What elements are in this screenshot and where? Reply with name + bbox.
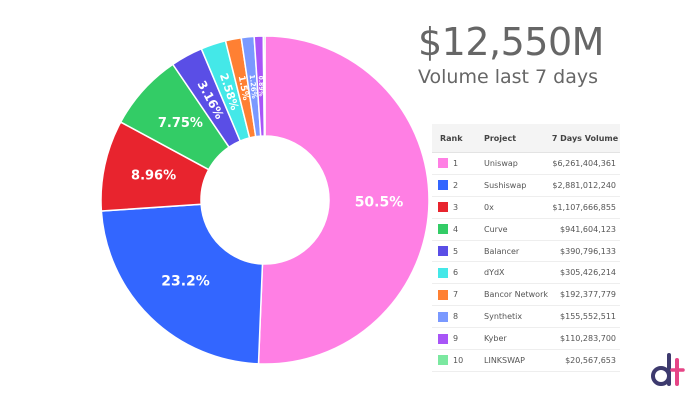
rank-number: 10 xyxy=(453,355,464,365)
table-row: 4 Curve $941,604,123 xyxy=(432,219,620,241)
volume-value: $390,796,133 xyxy=(560,246,616,256)
slice-label: 0.89% xyxy=(257,76,265,97)
slice-label: 1.5% xyxy=(236,75,251,101)
slice-label: 7.75% xyxy=(158,116,203,131)
header-rank: Rank xyxy=(440,133,463,143)
rank-cell: 5 xyxy=(432,246,484,256)
rank-number: 8 xyxy=(453,312,459,322)
rank-number: 4 xyxy=(453,224,459,234)
header-volume: 7 Days Volume xyxy=(551,133,619,143)
slice-label: 8.96% xyxy=(131,168,176,183)
table-row: 10 LINKSWAP $20,567,653 xyxy=(432,350,620,372)
table-row: 9 Kyber $110,283,700 xyxy=(432,328,620,351)
rank-cell: 4 xyxy=(432,224,484,235)
rank-number: 9 xyxy=(453,334,459,344)
volume-value: $305,426,214 xyxy=(560,268,616,278)
color-swatch xyxy=(438,246,448,256)
volume-value: $6,261,404,361 xyxy=(552,158,616,168)
rank-cell: 3 xyxy=(432,202,484,213)
header-project: Project xyxy=(484,133,517,143)
rank-number: 2 xyxy=(453,180,459,190)
project-name: Synthetix xyxy=(484,312,523,322)
volume-value: $155,552,511 xyxy=(560,312,616,322)
slice-uniswap xyxy=(257,35,430,365)
rank-cell: 1 xyxy=(432,158,484,169)
rank-number: 5 xyxy=(453,246,459,256)
color-swatch xyxy=(438,311,448,322)
rank-cell: 10 xyxy=(432,355,484,366)
rank-number: 6 xyxy=(453,268,459,278)
table-body: 1 Uniswap $6,261,404,361 2 Sushiswap $2,881,0… xyxy=(432,153,620,372)
project-name: Bancor Network xyxy=(484,290,548,300)
table-row: 8 Synthetix $155,552,511 xyxy=(432,306,620,329)
color-swatch xyxy=(438,158,448,169)
table-row: 2 Sushiswap $2,881,012,240 xyxy=(432,175,620,197)
color-swatch xyxy=(438,333,448,344)
color-swatch xyxy=(438,224,448,235)
rank-cell: 2 xyxy=(432,180,484,191)
volume-value: $2,881,012,240 xyxy=(552,180,616,190)
project-name: Uniswap xyxy=(484,158,518,168)
color-swatch xyxy=(438,355,448,366)
project-name: LINKSWAP xyxy=(484,355,525,365)
rank-cell: 6 xyxy=(432,267,484,278)
volume-value: $20,567,653 xyxy=(565,355,616,365)
color-swatch xyxy=(438,267,448,278)
color-swatch xyxy=(438,202,448,213)
total-volume: $12,550M xyxy=(418,20,604,64)
table-header: Rank Project 7 Days Volume xyxy=(432,124,620,153)
slice-label: 50.5% xyxy=(355,194,404,210)
project-name: dYdX xyxy=(484,268,505,278)
volume-value: $110,283,700 xyxy=(560,334,616,344)
ranking-table: Rank Project 7 Days Volume 1 Uniswap $6,26… xyxy=(432,124,620,372)
project-name: Curve xyxy=(484,224,508,234)
project-name: Balancer xyxy=(484,246,520,256)
rank-cell: 8 xyxy=(432,311,484,322)
slice-label: 23.2% xyxy=(161,274,210,290)
slice-sushiswap xyxy=(100,203,264,365)
color-swatch xyxy=(438,180,448,191)
donut-chart: 50.5%23.2%8.96%7.75%3.16%2.58%1.5%1.26%0… xyxy=(100,35,430,365)
rank-number: 7 xyxy=(453,290,459,300)
volume-subtitle: Volume last 7 days xyxy=(418,66,598,88)
color-swatch xyxy=(438,289,448,300)
rank-number: 1 xyxy=(453,158,459,168)
project-name: Sushiswap xyxy=(484,180,527,190)
table-row: 7 Bancor Network $192,377,779 xyxy=(432,284,620,307)
table-row: 6 dYdX $305,426,214 xyxy=(432,262,620,285)
project-name: 0x xyxy=(484,202,494,212)
slice-linkswap xyxy=(262,35,266,137)
project-name: Kyber xyxy=(484,334,507,344)
rank-cell: 7 xyxy=(432,289,484,300)
slice-label: 1.26% xyxy=(248,74,259,99)
volume-value: $1,107,666,855 xyxy=(552,202,616,212)
rank-number: 3 xyxy=(453,202,459,212)
rank-cell: 9 xyxy=(432,333,484,344)
table-row: 3 0x $1,107,666,855 xyxy=(432,197,620,219)
table-row: 5 Balancer $390,796,133 xyxy=(432,241,620,263)
dl-logo-icon xyxy=(651,353,685,386)
volume-value: $941,604,123 xyxy=(560,224,616,234)
table-row: 1 Uniswap $6,261,404,361 xyxy=(432,153,620,175)
volume-value: $192,377,779 xyxy=(560,290,616,300)
